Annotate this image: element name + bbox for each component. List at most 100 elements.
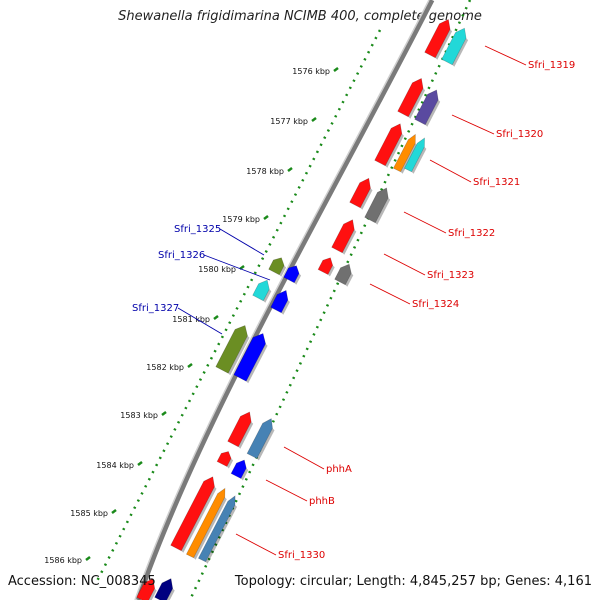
kbp-tick-mark xyxy=(263,215,269,220)
gene-arrow[interactable] xyxy=(349,177,371,209)
gene-arrow[interactable] xyxy=(268,257,285,276)
gene-arrow[interactable] xyxy=(185,487,226,559)
gene-leader-line xyxy=(484,45,527,66)
kbp-tick-label: 1577 kbp xyxy=(270,117,308,126)
gene-label-forward[interactable]: Sfri_1325 xyxy=(174,224,221,235)
gene-label-reverse[interactable]: Sfri_1321 xyxy=(473,177,520,188)
kbp-tick-mark xyxy=(137,461,143,466)
gene-leader-line xyxy=(403,211,447,234)
kbp-tick-mark xyxy=(161,411,167,416)
gene-leader-line xyxy=(203,254,271,281)
gene-arrow[interactable] xyxy=(392,133,416,173)
gene-leader-line xyxy=(219,228,265,256)
gene-label-reverse[interactable]: Sfri_1322 xyxy=(448,228,495,239)
gene-arrow[interactable] xyxy=(227,411,252,448)
kbp-tick-mark xyxy=(187,363,193,368)
gene-arrow[interactable] xyxy=(215,325,248,374)
gene-arrow[interactable] xyxy=(154,578,174,600)
gene-label-reverse[interactable]: Sfri_1319 xyxy=(528,60,575,71)
kbp-tick-mark xyxy=(213,315,219,320)
gene-arrow-shade xyxy=(240,468,249,481)
gene-arrow-shade xyxy=(327,265,335,277)
gene-arrow-shade xyxy=(281,300,290,315)
gene-arrow[interactable] xyxy=(233,333,266,382)
gene-label-reverse[interactable]: Sfri_1320 xyxy=(496,129,543,140)
gene-arrow-shade xyxy=(181,486,217,553)
gene-leader-line xyxy=(451,114,495,135)
gene-leader-line xyxy=(235,533,277,556)
gene-label-reverse[interactable]: Sfri_1324 xyxy=(412,299,459,310)
genome-backbone-highlight xyxy=(134,0,430,600)
gene-arrow[interactable] xyxy=(136,578,156,600)
gene-arrow[interactable] xyxy=(364,187,389,224)
gene-leader-line xyxy=(383,253,426,276)
gene-arrow-shade xyxy=(228,335,250,376)
gene-arrow[interactable] xyxy=(397,77,424,118)
gene-arrow[interactable] xyxy=(414,89,439,126)
genome-backbone xyxy=(135,0,435,600)
gene-arrow-shade xyxy=(400,143,418,174)
gene-arrow[interactable] xyxy=(424,18,451,59)
gene-arrow[interactable] xyxy=(283,265,300,284)
kbp-tick-mark xyxy=(287,167,293,172)
gene-arrow[interactable] xyxy=(230,459,247,479)
gene-arrow-shade xyxy=(385,133,404,168)
gene-arrow-shade xyxy=(263,289,272,303)
gene-arrow[interactable] xyxy=(270,289,289,314)
gene-leader-line xyxy=(265,479,308,502)
gene-arrow-shade xyxy=(425,99,441,127)
genome-summary-text: Topology: circular; Length: 4,845,257 bp… xyxy=(234,574,592,589)
gene-arrow-shade xyxy=(148,588,157,600)
gene-label-forward[interactable]: Sfri_1326 xyxy=(158,250,205,261)
gene-arrow[interactable] xyxy=(334,263,352,286)
gene-arrow[interactable] xyxy=(441,27,467,66)
gene-arrow-shade xyxy=(205,504,237,564)
gene-label-forward[interactable]: Sfri_1327 xyxy=(132,303,179,314)
kbp-tick-label: 1582 kbp xyxy=(146,363,184,372)
gene-arrow[interactable] xyxy=(170,476,215,552)
gene-arrow[interactable] xyxy=(331,219,355,254)
gene-arrow-shade xyxy=(452,38,469,67)
map-title: Shewanella frigidimarina NCIMB 400, comp… xyxy=(118,9,482,24)
gene-label-reverse[interactable]: phhB xyxy=(309,496,335,507)
kbp-tick-label: 1584 kbp xyxy=(96,461,134,470)
kbp-tick-label: 1580 kbp xyxy=(198,265,236,274)
gene-arrow[interactable] xyxy=(374,123,403,167)
kbp-tick-label: 1586 kbp xyxy=(44,556,82,565)
kbp-tick-label: 1585 kbp xyxy=(70,509,108,518)
gene-leader-line xyxy=(369,283,411,305)
gene-leader-line xyxy=(283,446,325,470)
kbp-tick-label: 1581 kbp xyxy=(172,315,210,324)
gene-arrow[interactable] xyxy=(246,418,273,459)
kbp-tick-label: 1578 kbp xyxy=(246,167,284,176)
gene-leader-line xyxy=(429,159,472,183)
kbp-tick-label: 1576 kbp xyxy=(292,67,330,76)
gene-arrow-shade xyxy=(342,229,357,255)
gene-arrow-shade xyxy=(375,197,391,225)
gene-arrow-shade xyxy=(435,29,453,60)
gene-arrow[interactable] xyxy=(216,451,232,467)
kbp-tick-mark xyxy=(85,556,91,561)
gene-label-reverse[interactable]: phhA xyxy=(326,464,352,475)
gene-arrow[interactable] xyxy=(252,279,270,302)
gene-arrow[interactable] xyxy=(317,257,334,275)
gene-label-reverse[interactable]: Sfri_1323 xyxy=(427,270,474,281)
gene-arrow-shade xyxy=(360,188,373,210)
gene-arrow[interactable] xyxy=(403,137,425,173)
gene-arrow-shade xyxy=(279,265,287,277)
gene-arrow-shade xyxy=(345,273,354,287)
gene-arrow-shade xyxy=(294,273,302,285)
gene-arrow-shade xyxy=(246,343,268,384)
gene-leader-line xyxy=(177,307,223,335)
gene-arrow-shade xyxy=(238,421,254,449)
gene-arrow-shade xyxy=(226,458,234,469)
gene-arrow-shade xyxy=(411,146,427,174)
gene-label-reverse[interactable]: Sfri_1330 xyxy=(278,550,325,561)
gene-arrow[interactable] xyxy=(197,495,236,563)
gene-arrow-shade xyxy=(408,88,426,119)
accession-text: Accession: NC_008345 xyxy=(8,574,156,589)
gene-arrow-shade xyxy=(193,497,227,560)
gene-arrow-shade xyxy=(166,588,175,600)
kbp-tick-label: 1583 kbp xyxy=(120,411,158,420)
